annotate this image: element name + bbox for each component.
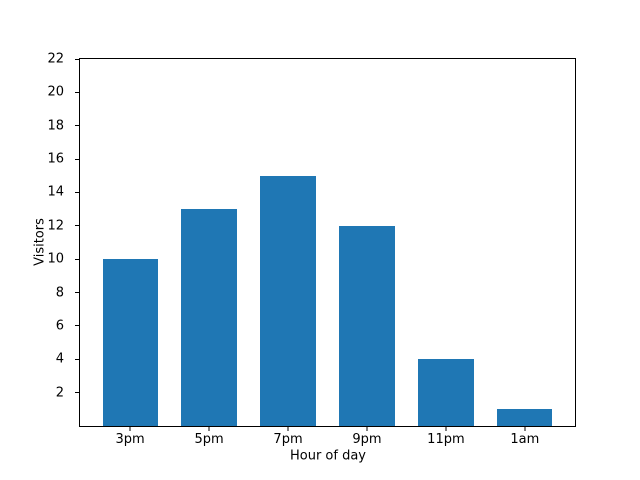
y-tick-mark [75,91,79,93]
y-tick-label: 22 [47,51,64,67]
y-tick-mark [75,292,79,294]
bar-7pm [260,175,316,426]
x-tick-label: 11pm [427,432,465,447]
y-tick-mark [75,392,79,394]
y-tick-mark [75,58,79,60]
y-tick-label: 14 [47,184,64,200]
y-tick-label: 4 [55,351,64,367]
x-tick-label: 5pm [194,432,224,447]
y-tick-label: 10 [47,251,64,267]
x-axis-tick-labels: 3pm 5pm 7pm 9pm 11pm 1am [80,426,575,448]
x-tick-mark [129,427,131,431]
x-tick-mark [287,427,289,431]
bar-1am [497,409,553,426]
y-tick-label: 12 [47,218,64,234]
y-tick-mark [75,225,79,227]
y-tick-mark [75,191,79,193]
y-tick-mark [75,358,79,360]
y-tick-mark [75,125,79,127]
plot-area: 2 4 6 8 10 12 14 16 18 20 22 3pm 5pm 7pm 9pm 11pm 1am [47,53,576,446]
x-tick-label: 7pm [273,432,303,447]
y-tick-mark [75,258,79,260]
bars [80,59,575,426]
x-tick-label: 3pm [115,432,145,447]
y-tick-mark [75,158,79,160]
y-tick-label: 2 [55,385,64,401]
bar-9pm [339,225,395,426]
y-tick-label: 16 [47,151,64,167]
bar-11pm [418,359,474,426]
x-tick-mark [524,427,526,431]
bar-3pm [102,259,158,426]
x-axis-label: Hour of day [289,448,367,464]
bar-5pm [181,209,237,426]
y-axis-tick-labels: 2 4 6 8 10 12 14 16 18 20 22 [16,53,72,426]
x-tick-label: 1am [510,432,540,447]
y-tick-mark [75,325,79,327]
x-tick-label: 9pm [352,432,382,447]
x-tick-mark [445,427,447,431]
x-tick-mark [366,427,368,431]
x-tick-mark [208,427,210,431]
y-tick-label: 18 [47,118,64,134]
y-tick-label: 8 [55,285,64,301]
y-tick-label: 6 [55,318,64,334]
y-tick-label: 20 [47,84,64,100]
